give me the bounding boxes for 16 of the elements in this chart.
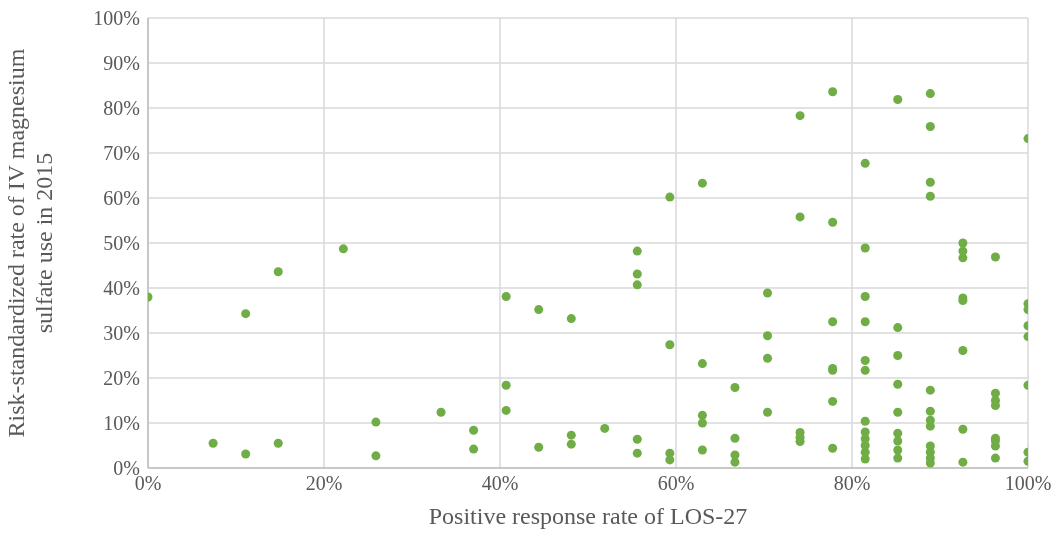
- x-axis-title: Positive response rate of LOS-27: [428, 503, 748, 529]
- y-tick-label: 100%: [93, 7, 140, 30]
- y-tick-label: 70%: [103, 142, 140, 165]
- y-tick-label: 40%: [103, 277, 140, 300]
- x-tick-label: 20%: [305, 472, 343, 495]
- y-tick-label: 20%: [103, 367, 140, 390]
- x-tick-label: 60%: [657, 472, 695, 495]
- y-tick-label: 90%: [103, 52, 140, 75]
- y-tick-label: 10%: [103, 412, 140, 435]
- x-tick-label: 80%: [833, 472, 871, 495]
- x-tick-label: 100%: [1004, 472, 1052, 495]
- x-tick-label: 40%: [481, 472, 519, 495]
- y-tick-label: 60%: [103, 187, 140, 210]
- y-tick-label: 50%: [103, 232, 140, 255]
- y-tick-label: 30%: [103, 322, 140, 345]
- y-tick-label: 80%: [103, 97, 140, 120]
